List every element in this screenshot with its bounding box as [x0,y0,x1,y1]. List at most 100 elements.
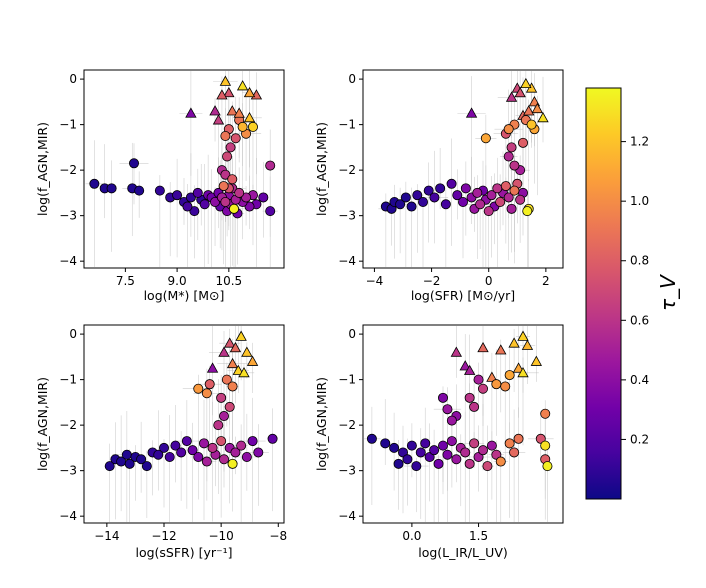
triangle-point [218,346,230,357]
circle-point [185,192,196,203]
x-tick-label: 7.5 [116,274,135,288]
triangle-point [226,105,238,116]
triangle-point [486,371,498,382]
panel-2-ticks: −4 −2 0 2 0 −1 −2 −3 −4 [338,72,549,288]
circle-point [121,449,132,460]
panel-4-marks [364,326,554,522]
y-tick-label: −2 [338,418,356,432]
panel-2-ylabel: log(f_AGN,MIR) [314,122,329,216]
circle-point [491,379,502,390]
circle-point [495,196,506,207]
circle-point [389,442,400,453]
circle-point [406,201,417,212]
circle-point [433,458,444,469]
triangle-point [531,102,543,114]
circle-point [420,438,431,449]
circle-point [253,447,264,458]
circle-point [437,392,448,403]
circle-point [415,447,426,458]
circle-point [486,190,497,201]
circle-point [506,203,517,214]
circle-point [440,199,451,210]
triangle-point [216,89,228,100]
circle-point [265,160,276,171]
panel-3-ylabel: log(f_AGN,MIR) [35,377,50,471]
circle-point [540,440,551,451]
y-tick-label: −2 [59,418,77,432]
circle-point [258,192,269,203]
circle-point [207,442,218,453]
circle-point [406,440,417,451]
triangle-point [224,337,236,348]
triangle-point [185,107,197,118]
circle-point [220,196,231,207]
panel-4-ylabel: log(f_AGN,MIR) [314,377,329,471]
circle-point [417,196,428,207]
circle-point [500,381,511,392]
y-tick-label: −2 [59,163,77,177]
circle-point [220,169,231,180]
circle-point [442,449,453,460]
y-tick-label: −1 [338,118,356,132]
x-tick-label: −10 [208,529,233,543]
triangle-point [235,330,247,341]
triangle-point [505,91,518,102]
circle-point [182,201,193,212]
circle-point [228,203,239,214]
y-tick-label: −1 [59,118,77,132]
circle-point [204,379,215,390]
circle-point [429,445,440,456]
circle-point [221,374,232,385]
circle-point [193,383,204,394]
triangle-point [521,339,534,350]
circle-point [477,445,488,456]
circle-point [393,458,404,469]
circle-point [482,461,493,472]
circle-point [106,183,117,194]
circle-point [518,137,529,148]
y-tick-label: −2 [338,163,356,177]
triangle-point [229,341,242,353]
circle-point [464,458,475,469]
colorbar-tick-label: 0.8 [630,254,649,268]
x-tick-label: −14 [94,529,119,543]
triangle-point [219,75,232,86]
circle-point [473,374,484,385]
circle-point [170,440,181,451]
circle-point [457,196,468,207]
triangle-point [223,86,235,98]
circle-point [412,190,423,201]
triangle-point [508,337,520,348]
panel-1-marks [85,71,278,267]
circle-point [492,183,503,194]
circle-point [189,206,200,217]
circle-point [509,160,520,171]
circle-point [526,119,537,130]
circle-point [222,151,233,162]
circle-point [400,192,411,203]
circle-point [475,199,486,210]
circle-point [435,183,446,194]
circle-point [141,461,152,472]
y-tick-label: −1 [59,373,77,387]
panel-4-ticks: 0.0 1.5 0 −1 −2 −3 −4 [338,327,488,543]
circle-point [227,174,238,185]
circle-point [411,461,422,472]
circle-point [503,124,514,135]
triangle-point [530,355,543,366]
x-tick-label: 1.5 [469,529,488,543]
triangle-point [450,346,463,357]
colorbar-tick-label: 0.4 [630,373,649,387]
circle-point [402,454,413,465]
panel-3-marks [104,326,278,522]
panel-4-xlabel: log(L_IR/L_UV) [418,545,508,560]
circle-point [210,196,221,207]
circle-point [503,151,514,162]
circle-point [509,447,520,458]
y-tick-label: −3 [59,464,77,478]
colorbar-tick-label: 1.0 [630,194,649,208]
circle-point [446,178,457,189]
y-tick-label: −4 [338,509,356,523]
circle-point [423,185,434,196]
